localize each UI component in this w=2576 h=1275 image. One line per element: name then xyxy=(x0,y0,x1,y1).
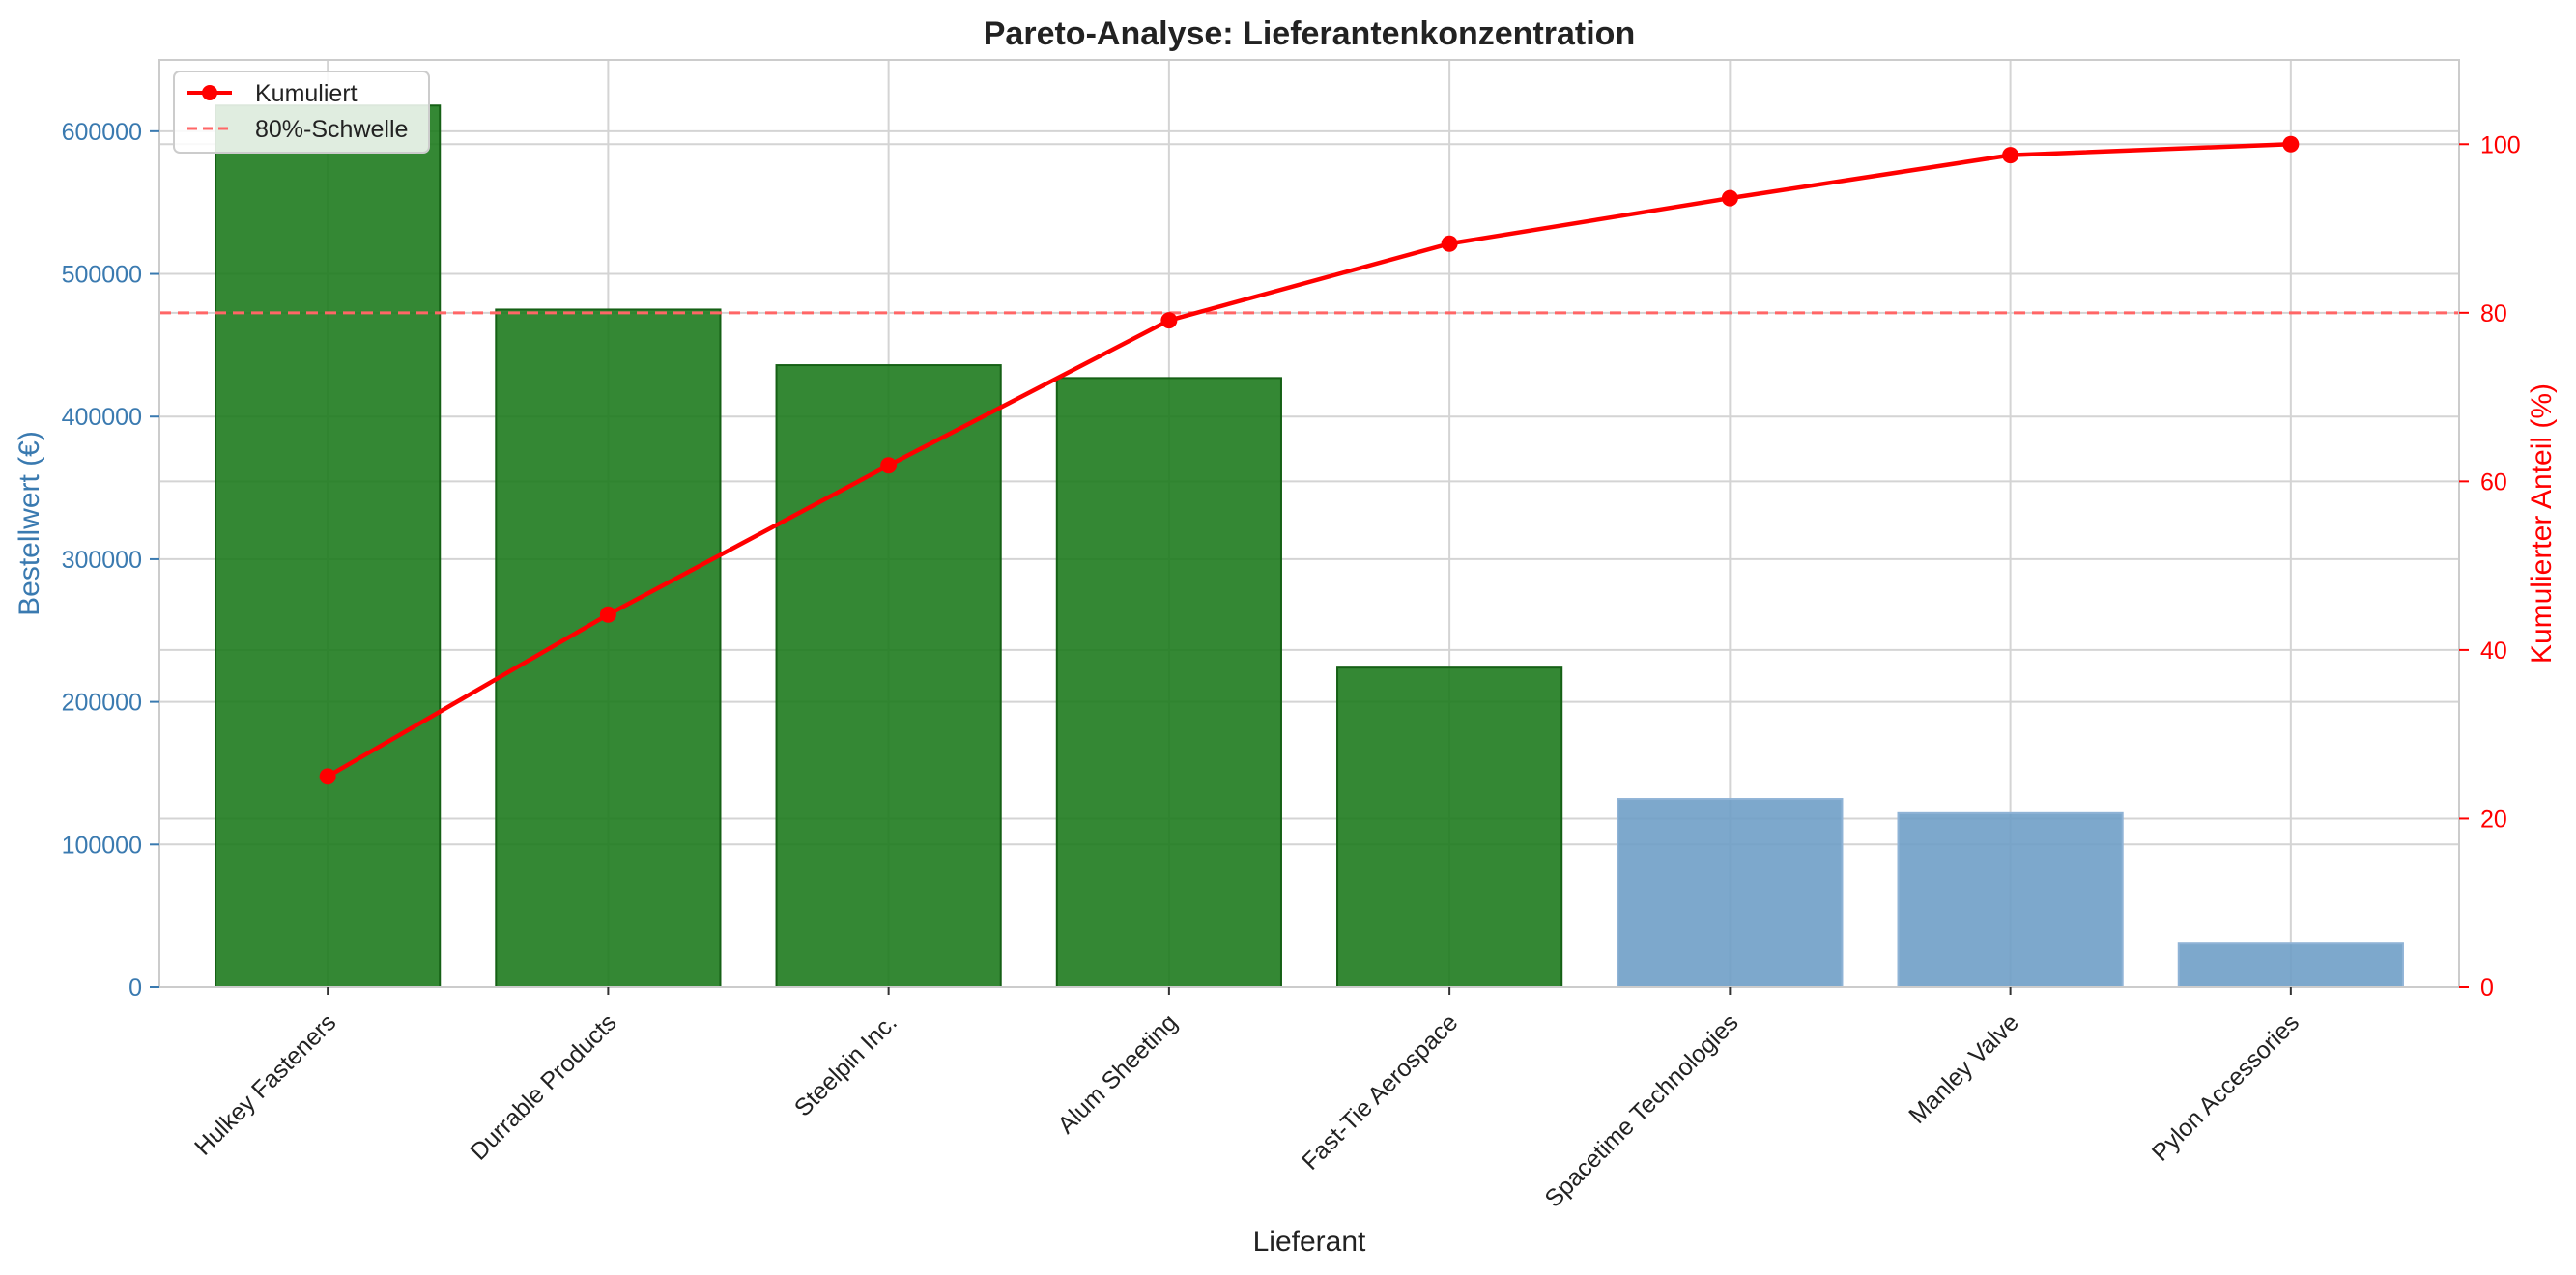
x-axis-label: Lieferant xyxy=(1253,1226,1366,1258)
y2-tick-label: 60 xyxy=(2480,468,2507,496)
y2-tick-label: 80 xyxy=(2480,300,2507,327)
bars xyxy=(215,104,2404,989)
y2-tick-label: 40 xyxy=(2480,638,2507,665)
bar xyxy=(2177,942,2404,989)
legend: Kumuliert 80%-Schwelle xyxy=(173,71,430,154)
bar xyxy=(1617,798,1844,988)
cumulative-point xyxy=(880,457,898,474)
plot-frame xyxy=(158,59,2460,988)
bar xyxy=(1336,666,1563,989)
y-tick-label: 500000 xyxy=(62,262,142,289)
cumulative-point xyxy=(1441,235,1458,252)
y-tick-label: 100000 xyxy=(62,832,142,859)
legend-marker-kumuliert xyxy=(202,85,217,100)
bar xyxy=(215,104,442,988)
cumulative-point xyxy=(319,768,336,785)
bar xyxy=(1897,811,2124,988)
y2-tick-label: 0 xyxy=(2480,975,2494,1002)
cumulative-point xyxy=(2002,147,2019,164)
y-tick-label: 0 xyxy=(129,975,142,1002)
y-tick-label: 400000 xyxy=(62,404,142,431)
cumulative-point xyxy=(2282,135,2300,153)
legend-label-kumuliert: Kumuliert xyxy=(255,80,358,107)
cumulative-line-layer xyxy=(319,135,2300,785)
cumulative-point xyxy=(599,606,616,623)
y2-axis-label: Kumulierter Anteil (%) xyxy=(2526,383,2558,664)
y2-tick-label: 20 xyxy=(2480,806,2507,833)
bar xyxy=(1055,377,1282,989)
cumulative-point xyxy=(1721,189,1738,207)
chart-title: Pareto-Analyse: Lieferantenkonzentration xyxy=(984,15,1635,52)
bar xyxy=(495,308,722,988)
y2-tick-label: 100 xyxy=(2480,131,2521,158)
y-axis-label: Bestellwert (€) xyxy=(14,431,45,616)
legend-box xyxy=(173,71,430,154)
y-tick-label: 200000 xyxy=(62,690,142,717)
cumulative-point xyxy=(1160,312,1178,329)
cumulative-line xyxy=(327,142,2291,779)
y-tick-label: 300000 xyxy=(62,547,142,574)
y-tick-label: 600000 xyxy=(62,119,142,146)
legend-label-threshold: 80%-Schwelle xyxy=(255,116,408,143)
